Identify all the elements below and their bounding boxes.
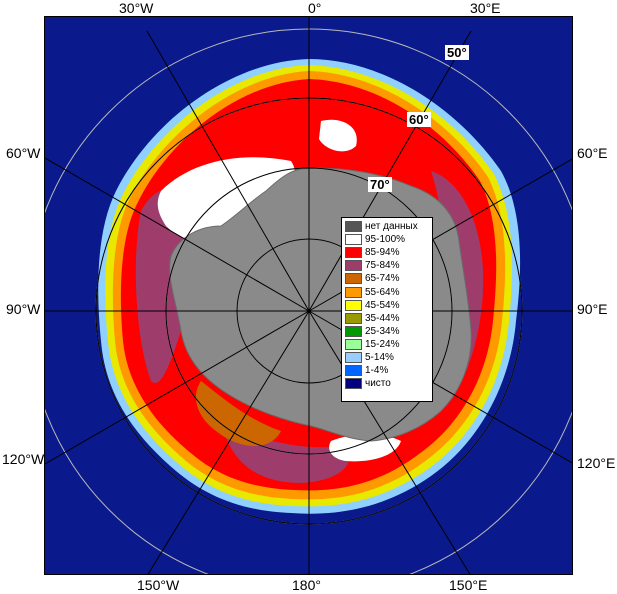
lon-label-60w: 60°W	[6, 145, 41, 161]
legend-swatch	[345, 299, 362, 311]
legend-label: 35-44%	[365, 312, 400, 324]
legend-label: 1-4%	[365, 365, 389, 377]
legend-label: 65-74%	[365, 273, 400, 285]
legend-row: 65-74%	[345, 272, 429, 285]
legend-row: 35-44%	[345, 312, 429, 325]
legend-swatch	[345, 351, 362, 363]
legend-label: 15-24%	[365, 338, 400, 350]
legend-swatch	[345, 325, 362, 337]
legend-label: нет данных	[365, 221, 418, 233]
legend-swatch	[345, 338, 362, 350]
legend-label: 55-64%	[365, 286, 400, 298]
legend-row: 15-24%	[345, 338, 429, 351]
lon-label-90e: 90°E	[577, 301, 608, 317]
lon-label-180: 180°	[292, 577, 321, 593]
legend-swatch	[345, 247, 362, 259]
meridian-m60	[45, 157, 310, 312]
legend-row: 5-14%	[345, 351, 429, 364]
lon-label-90w: 90°W	[6, 301, 41, 317]
map-frame: 50° 60° 70°	[44, 16, 573, 575]
lon-label-30e-top: 30°E	[470, 0, 501, 16]
legend-swatch	[345, 365, 362, 377]
legend-row: 75-84%	[345, 259, 429, 272]
legend-row: чисто	[345, 377, 429, 390]
ice-95-100-weddell	[157, 157, 295, 248]
meridian-m120	[45, 310, 310, 465]
lon-label-0-top: 0°	[308, 0, 322, 16]
ice-95-100-ne	[319, 119, 357, 152]
legend-row: 55-64%	[345, 285, 429, 298]
lon-label-150w: 150°W	[137, 577, 180, 593]
legend-swatch	[345, 221, 362, 233]
lat-label-50: 50°	[445, 45, 469, 60]
legend-label: 75-84%	[365, 260, 400, 272]
lon-label-120e: 120°E	[577, 455, 616, 471]
legend-row: 45-54%	[345, 299, 429, 312]
sea-ice-map	[45, 17, 572, 574]
ice-65-74-south	[196, 381, 281, 446]
meridian-30	[308, 30, 472, 312]
lon-label-30w-top: 30°W	[119, 0, 154, 16]
lon-label-150e: 150°E	[449, 577, 488, 593]
legend-swatch	[345, 286, 362, 298]
meridian-m30	[146, 30, 310, 312]
legend-row: 95-100%	[345, 233, 429, 246]
legend-label: 85-94%	[365, 247, 400, 259]
lon-label-120w: 120°W	[2, 451, 45, 467]
legend-row: 25-34%	[345, 325, 429, 338]
legend-label: 25-34%	[365, 325, 400, 337]
lat-label-60: 60°	[407, 112, 431, 127]
legend-row: 85-94%	[345, 246, 429, 259]
legend-label: 95-100%	[365, 234, 406, 246]
legend-swatch	[345, 378, 362, 390]
ice-95-100-ross	[329, 434, 401, 462]
legend-label: 5-14%	[365, 351, 394, 363]
legend-label: чисто	[365, 378, 391, 390]
lon-label-60e: 60°E	[577, 145, 608, 161]
meridian-m150	[147, 310, 310, 574]
legend-swatch	[345, 234, 362, 246]
legend-swatch	[345, 312, 362, 324]
legend-label: 45-54%	[365, 299, 400, 311]
legend-row: 1-4%	[345, 364, 429, 377]
legend: нет данных 95-100% 85-94% 75-84% 65-74% 55-64…	[341, 217, 433, 402]
legend-swatch	[345, 260, 362, 272]
legend-swatch	[345, 273, 362, 285]
legend-row: нет данных	[345, 220, 429, 233]
lat-label-70: 70°	[368, 177, 392, 192]
meridian-150	[308, 310, 471, 574]
